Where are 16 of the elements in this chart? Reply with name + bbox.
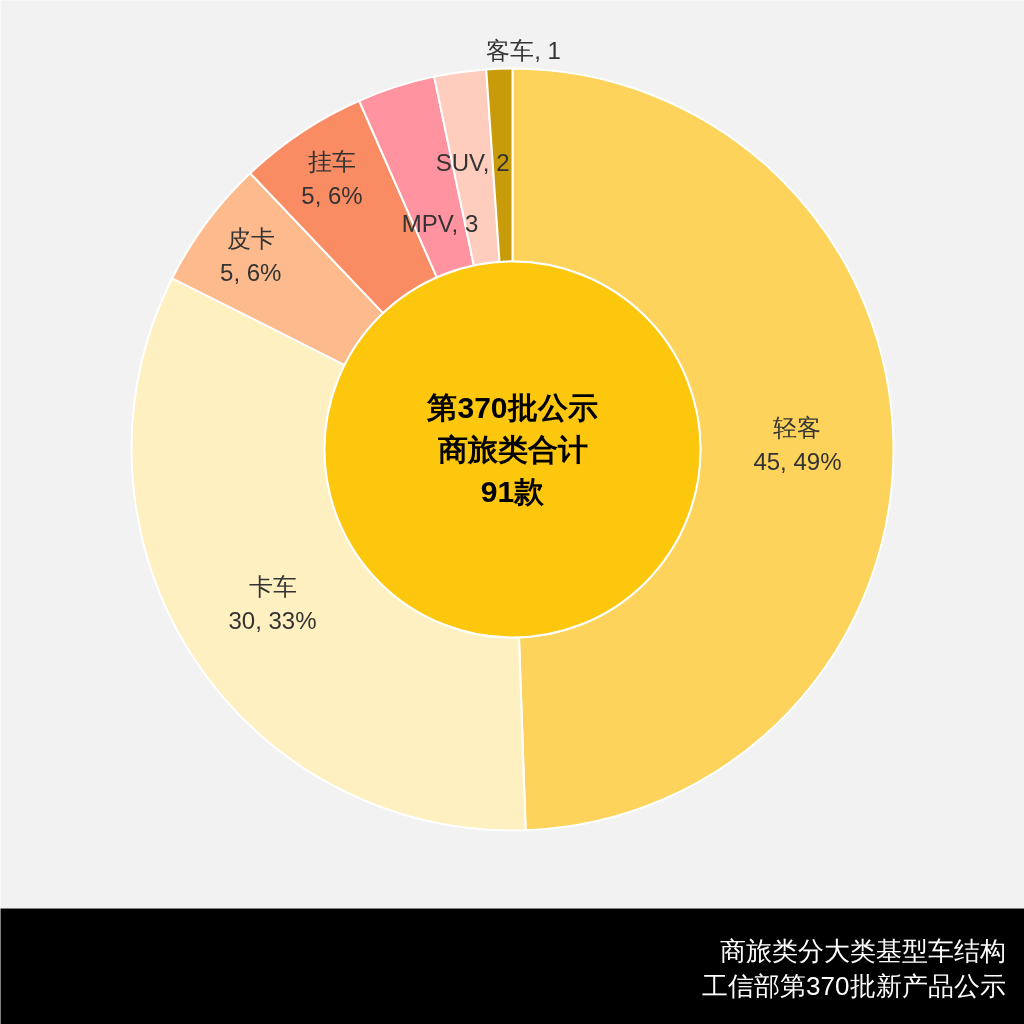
data-label: 45, 49% bbox=[753, 448, 842, 476]
data-label: 5, 6% bbox=[220, 258, 282, 286]
data-label: 30, 33% bbox=[228, 606, 317, 634]
slice-label: 卡车 bbox=[248, 572, 297, 600]
slice-label: SUV, 2 bbox=[435, 148, 510, 176]
slice-label: MPV, 3 bbox=[401, 210, 479, 238]
text: 第370批公示 bbox=[426, 391, 598, 424]
text: 商旅类分大类基型车结构 bbox=[719, 935, 1006, 966]
slice-label: 轻客 bbox=[773, 414, 822, 442]
data-label: 5, 6% bbox=[301, 181, 363, 209]
text: 商旅类合计 bbox=[437, 433, 588, 466]
slice-label: 挂车 bbox=[307, 147, 356, 175]
slice-label: 客车, 1 bbox=[486, 37, 561, 65]
slice-label: 皮卡 bbox=[226, 224, 275, 252]
text: 工信部第370批新产品公示 bbox=[702, 970, 1006, 1001]
text: 91款 bbox=[480, 475, 546, 508]
